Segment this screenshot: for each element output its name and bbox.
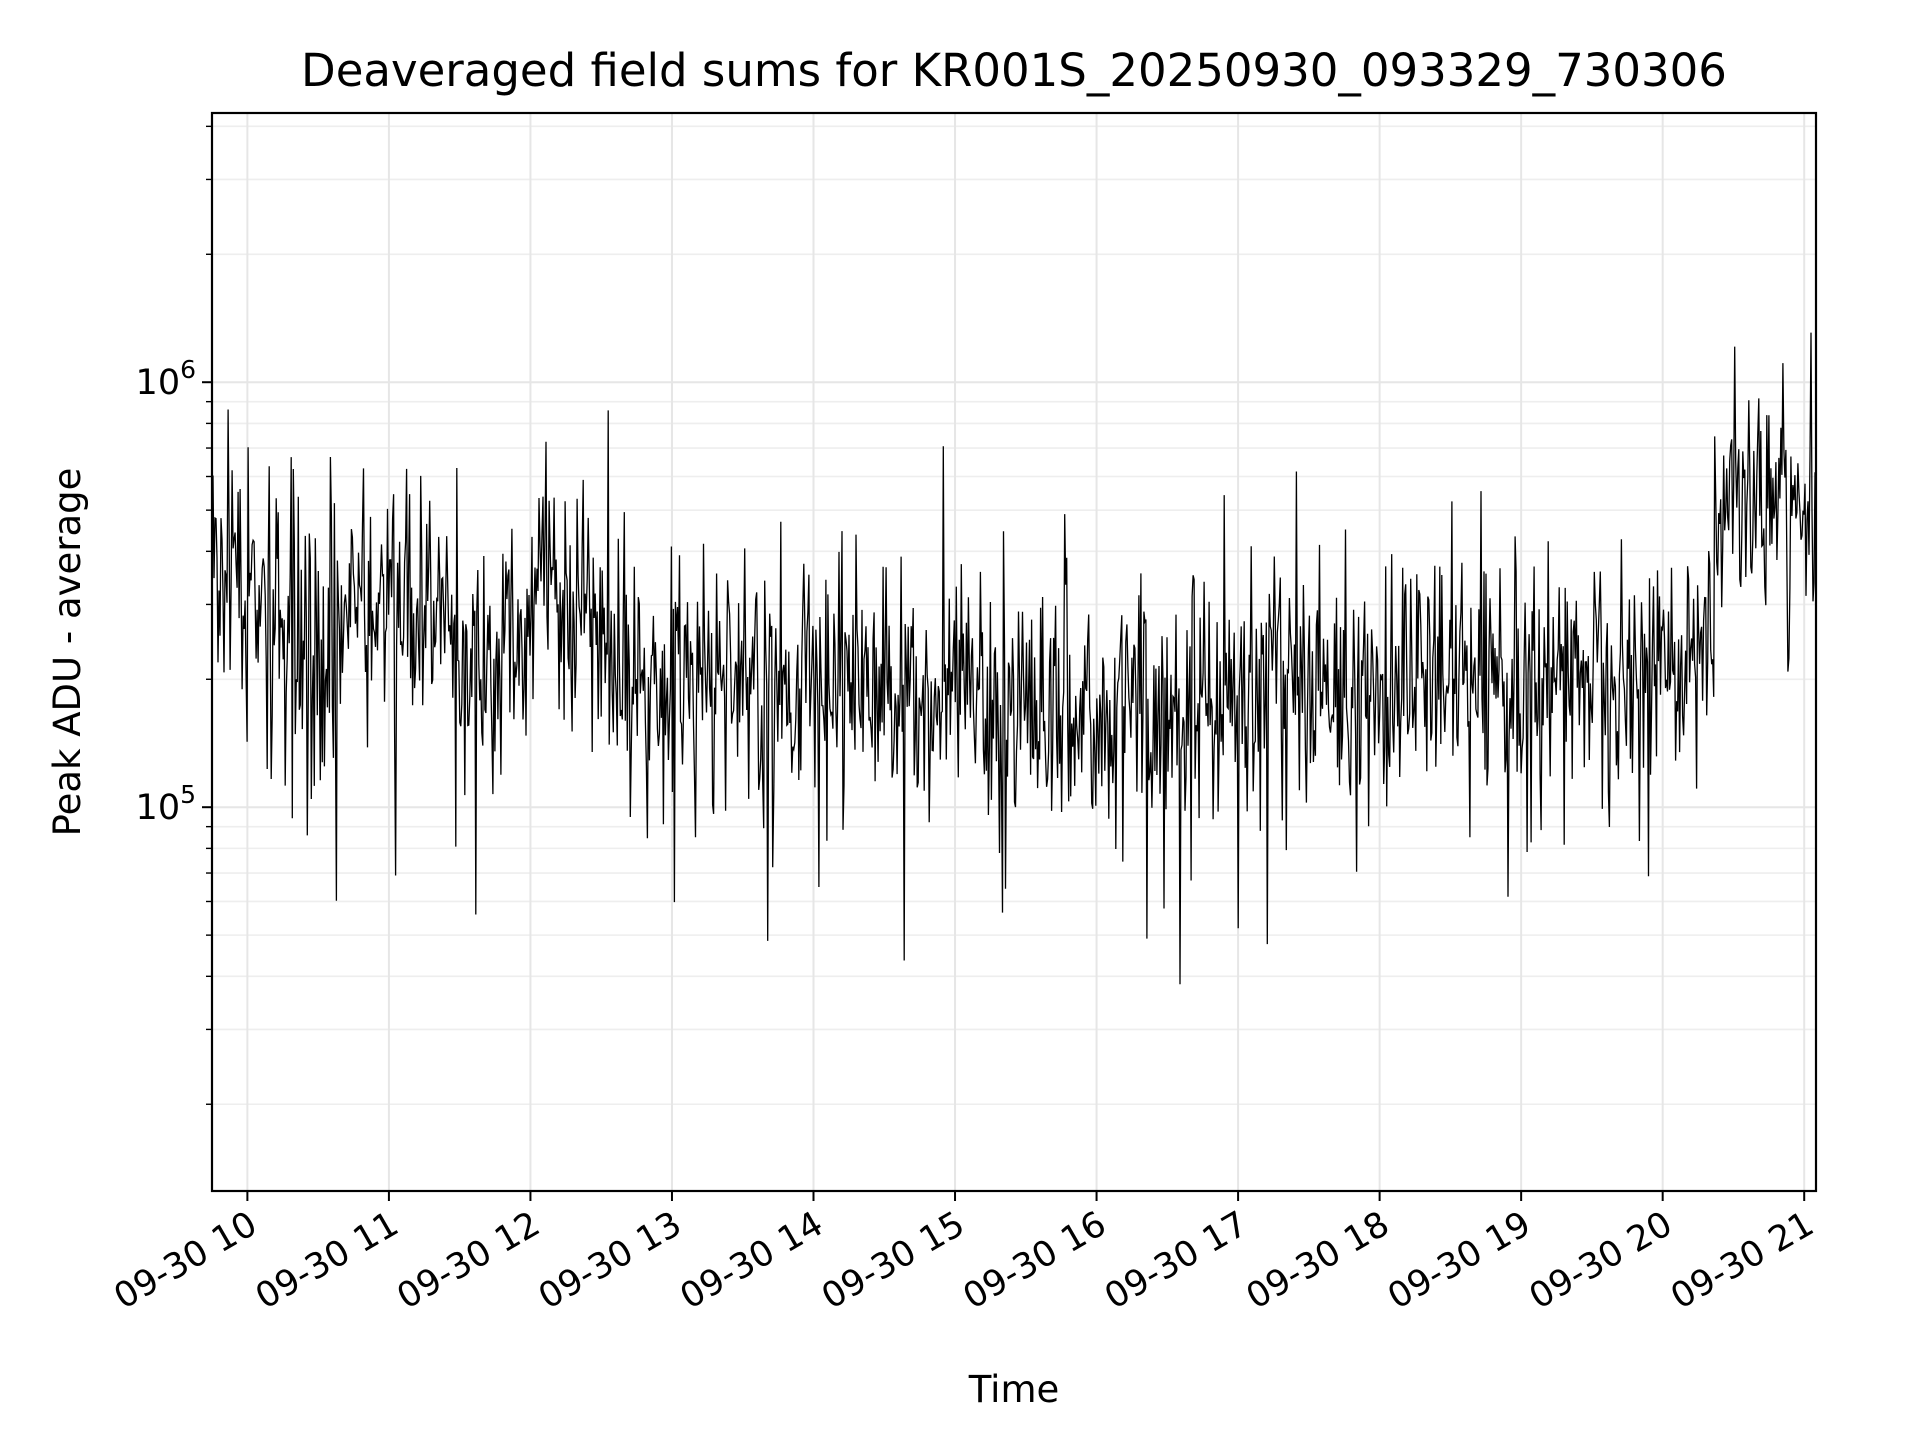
plot-frame bbox=[210, 111, 1818, 1193]
x-tick-label: 09-30 19 bbox=[1381, 1204, 1537, 1317]
x-tick-label: 09-30 15 bbox=[815, 1204, 971, 1317]
x-tick-label: 09-30 20 bbox=[1523, 1204, 1679, 1317]
x-tick-label: 09-30 16 bbox=[957, 1204, 1113, 1317]
y-axis-title: Peak ADU - average bbox=[46, 468, 89, 837]
y-tick-label: 105 bbox=[136, 780, 196, 828]
x-tick-label: 09-30 13 bbox=[532, 1204, 688, 1317]
x-tick-label: 09-30 14 bbox=[674, 1204, 830, 1317]
y-tick-label-base: 10 bbox=[136, 788, 181, 828]
x-tick-label: 09-30 12 bbox=[391, 1204, 547, 1317]
x-tick-label: 09-30 18 bbox=[1240, 1204, 1396, 1317]
y-tick-label-exponent: 6 bbox=[180, 355, 196, 384]
x-axis-title: Time bbox=[968, 1368, 1060, 1411]
y-tick-label: 106 bbox=[136, 355, 196, 403]
y-tick-label-base: 10 bbox=[136, 363, 181, 403]
x-tick-label: 09-30 11 bbox=[249, 1204, 405, 1317]
y-tick-label-exponent: 5 bbox=[180, 780, 196, 809]
x-tick-label: 09-30 17 bbox=[1098, 1204, 1254, 1317]
x-tick-label: 09-30 10 bbox=[108, 1204, 264, 1317]
series-layer bbox=[211, 332, 1817, 985]
chart-title: Deaveraged field sums for KR001S_2025093… bbox=[301, 44, 1727, 97]
x-tick-label: 09-30 21 bbox=[1664, 1204, 1820, 1317]
series-line bbox=[211, 332, 1817, 985]
